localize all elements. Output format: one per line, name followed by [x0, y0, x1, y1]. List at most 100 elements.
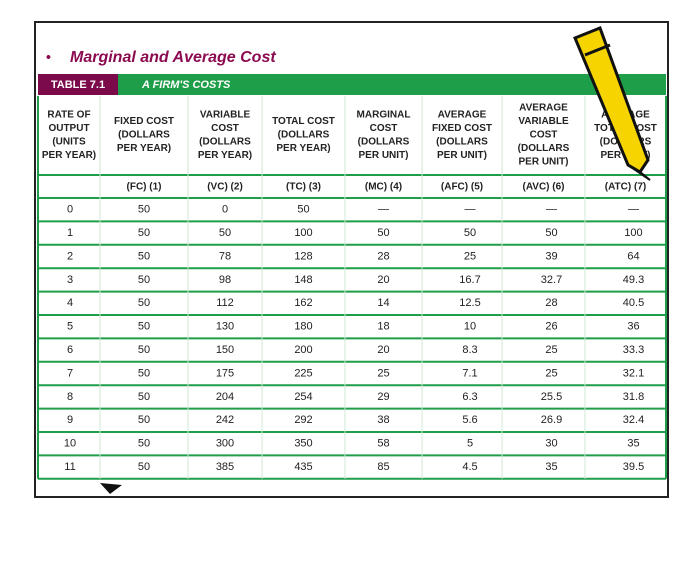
cell: 350 [294, 438, 312, 450]
cell: 40.5 [623, 297, 644, 309]
cell: 8.3 [462, 344, 477, 356]
column-heading: PER UNIT) [437, 150, 487, 161]
column-heading: PER UNIT) [519, 157, 569, 168]
cell: 28 [377, 250, 389, 262]
column-abbrev: (VC) (2) [207, 182, 243, 193]
cell: 10 [64, 438, 76, 450]
column-heading: (DOLLARS [436, 136, 488, 147]
cell: 98 [219, 274, 231, 286]
column-heading: OUTPUT [48, 123, 89, 134]
column-heading: FIXED COST [432, 123, 492, 134]
cell: 35 [545, 461, 557, 473]
cell: 25 [377, 367, 389, 379]
cell: 64 [627, 250, 639, 262]
table-caption: A FIRM'S COSTS [141, 79, 231, 91]
caption-bar [38, 74, 666, 95]
cell: 29 [377, 391, 389, 403]
column-heading: (DOLLARS [278, 130, 330, 141]
cell: 28 [545, 297, 557, 309]
column-abbrev: (AFC) (5) [441, 182, 483, 193]
bullet: • [46, 49, 51, 65]
cell: 6 [67, 344, 73, 356]
cell: 175 [216, 367, 234, 379]
cell: 50 [545, 227, 557, 239]
column-heading: COST [211, 123, 239, 134]
cell: 6.3 [462, 391, 477, 403]
cell: 1 [67, 227, 73, 239]
cell: — [546, 204, 557, 216]
cell: 204 [216, 391, 234, 403]
cell: 58 [377, 438, 389, 450]
cell: 50 [138, 274, 150, 286]
cell: 50 [138, 391, 150, 403]
cell: — [628, 204, 639, 216]
cell: 26 [545, 321, 557, 333]
cell: 128 [294, 250, 312, 262]
column-heading: COST [530, 130, 558, 141]
cell: 50 [138, 344, 150, 356]
column-heading: PER YEAR) [42, 150, 96, 161]
column-heading: (DOLLARS [199, 136, 251, 147]
column-heading: PER UNIT) [359, 150, 409, 161]
cell: 4.5 [462, 461, 477, 473]
cell: 14 [377, 297, 389, 309]
cell: 32.7 [541, 274, 562, 286]
cell: 25 [545, 367, 557, 379]
cell: 254 [294, 391, 312, 403]
column-heading: (DOLLARS [518, 143, 570, 154]
cell: 39.5 [623, 461, 644, 473]
cell: 25 [545, 344, 557, 356]
cell: 5 [467, 438, 473, 450]
cell: 225 [294, 367, 312, 379]
cell: 31.8 [623, 391, 644, 403]
cell: 112 [216, 297, 234, 309]
column-abbrev: (ATC) (7) [605, 182, 646, 193]
cell: 50 [138, 204, 150, 216]
column-abbrev: (FC) (1) [127, 182, 162, 193]
column-abbrev: (MC) (4) [365, 182, 402, 193]
cell: 100 [624, 227, 642, 239]
cell: 33.3 [623, 344, 644, 356]
column-abbrev: (TC) (3) [286, 182, 321, 193]
cell: 100 [294, 227, 312, 239]
cell: 36 [627, 321, 639, 333]
cell: 25 [464, 250, 476, 262]
cell: 7.1 [462, 367, 477, 379]
cell: 11 [64, 461, 75, 473]
frame [34, 21, 669, 498]
slide-title: Marginal and Average Cost [70, 49, 276, 66]
cell: 292 [294, 414, 312, 426]
cell: 5 [67, 321, 73, 333]
cell: 30 [545, 438, 557, 450]
cell: 16.7 [459, 274, 480, 286]
cell: 50 [138, 414, 150, 426]
cell: 50 [138, 321, 150, 333]
cell: 12.5 [459, 297, 480, 309]
cell: 8 [67, 391, 73, 403]
column-heading: FIXED COST [114, 116, 174, 127]
cell: 50 [464, 227, 476, 239]
column-heading: PER YEAR) [276, 143, 330, 154]
cell: 0 [222, 204, 228, 216]
cell: 7 [67, 367, 73, 379]
cell: 18 [377, 321, 389, 333]
cell: 38 [377, 414, 389, 426]
column-heading: (DOLLARS [118, 130, 170, 141]
cell: 50 [138, 250, 150, 262]
cell: 39 [545, 250, 557, 262]
cell: 435 [294, 461, 312, 473]
cell: 148 [294, 274, 312, 286]
column-heading: RATE OF [47, 109, 90, 120]
cell: 162 [294, 297, 312, 309]
column-heading: MARGINAL [357, 109, 411, 120]
cell: 32.4 [623, 414, 644, 426]
cell: 2 [67, 250, 73, 262]
cell: 20 [377, 344, 389, 356]
column-heading: (UNITS [52, 136, 86, 147]
column-heading: TOTAL COST [272, 116, 335, 127]
cell: 385 [216, 461, 234, 473]
cell: — [378, 204, 389, 216]
column-abbrev: (AVC) (6) [522, 182, 564, 193]
cell: 49.3 [623, 274, 644, 286]
